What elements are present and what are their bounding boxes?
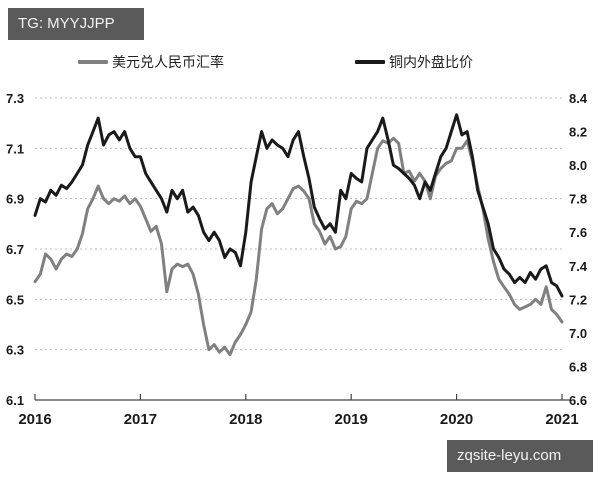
axes <box>34 394 570 401</box>
legend-item-usdcny: 美元兑人民币汇率 <box>78 52 224 72</box>
left-y-tick-label: 6.7 <box>6 242 24 257</box>
x-tick-label: 2018 <box>229 411 262 428</box>
right-y-tick-label: 7.0 <box>569 326 587 341</box>
right-y-tick-label: 7.8 <box>569 192 587 207</box>
right-y-tick-label: 8.2 <box>569 125 587 140</box>
right-y-tick-label: 6.8 <box>569 359 587 374</box>
legend-swatch-usdcny <box>78 60 108 64</box>
x-tick-label: 2019 <box>335 411 368 428</box>
watermark-top-left: TG: MYYJJPP <box>8 8 144 40</box>
x-tick-label: 2016 <box>18 411 51 428</box>
right-y-tick-label: 6.6 <box>569 393 587 408</box>
legend-label-usdcny: 美元兑人民币汇率 <box>112 55 224 71</box>
right-y-tick-label: 7.4 <box>569 259 588 274</box>
x-axis-labels: 2016 2017 2018 2019 2020 2021 <box>18 411 578 428</box>
right-y-tick-label: 7.2 <box>569 292 587 307</box>
legend-item-copper-ratio: 铜内外盘比价 <box>355 52 473 72</box>
x-tick-label: 2020 <box>440 411 473 428</box>
left-y-tick-label: 7.3 <box>6 91 24 106</box>
right-y-tick-label: 7.6 <box>569 225 587 240</box>
left-y-axis-labels: 7.3 7.1 6.9 6.7 6.5 6.3 6.1 <box>6 91 24 408</box>
legend-label-copper-ratio: 铜内外盘比价 <box>389 55 473 71</box>
x-tick-label: 2021 <box>545 411 578 428</box>
right-y-tick-label: 8.0 <box>569 158 587 173</box>
left-y-tick-label: 6.9 <box>6 192 24 207</box>
left-y-tick-label: 6.1 <box>6 393 24 408</box>
right-y-tick-label: 8.4 <box>569 91 588 106</box>
legend-swatch-copper-ratio <box>355 60 385 64</box>
series-lines <box>33 113 564 357</box>
left-y-tick-label: 7.1 <box>6 141 24 156</box>
left-y-tick-label: 6.5 <box>6 292 24 307</box>
usdcny-line <box>33 136 564 357</box>
left-y-tick-label: 6.3 <box>6 343 24 358</box>
watermark-bottom-right: zqsite-leyu.com <box>447 440 593 472</box>
x-tick-label: 2017 <box>124 411 157 428</box>
right-y-axis-labels: 8.4 8.2 8.0 7.8 7.6 7.4 7.2 7.0 6.8 6.6 <box>569 91 588 408</box>
copper-ratio-line <box>33 113 564 298</box>
